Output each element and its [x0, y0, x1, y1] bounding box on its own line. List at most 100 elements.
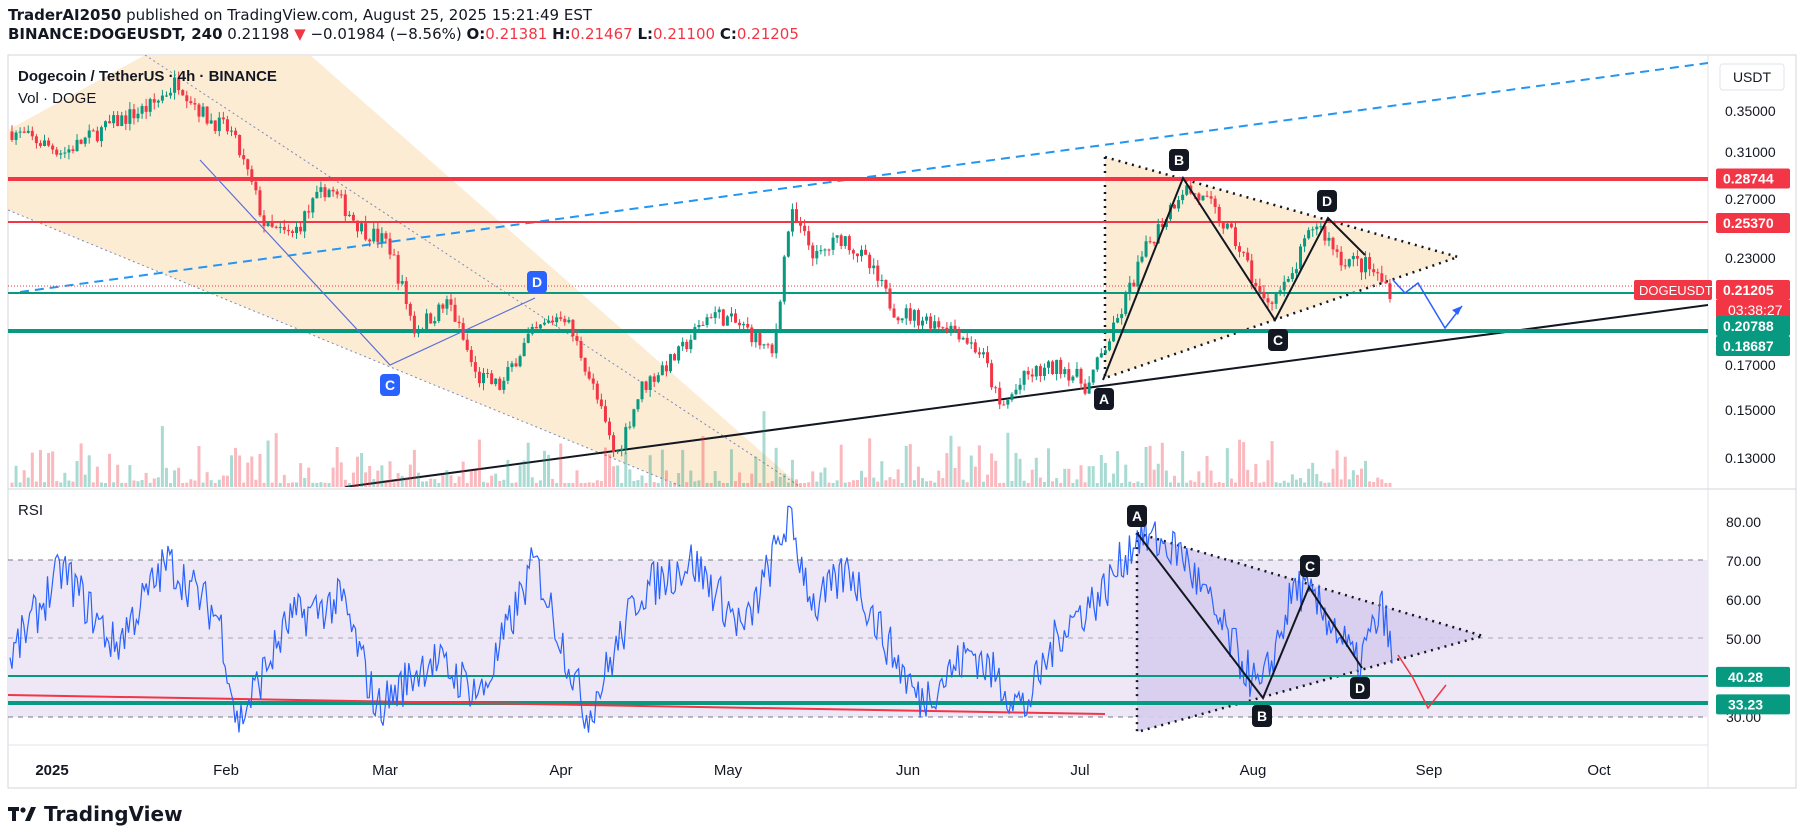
volume-bar [193, 480, 197, 487]
candle-body [95, 130, 99, 142]
volume-bar [729, 449, 733, 487]
volume-bar [128, 465, 132, 487]
volume-bar [449, 475, 453, 487]
candle-body [295, 226, 299, 233]
candle-body [514, 363, 518, 367]
candle-body [351, 214, 355, 221]
candle-body [774, 329, 778, 354]
volume-bar [1278, 482, 1282, 487]
candle-body [1160, 224, 1164, 227]
volume-bar [595, 480, 599, 487]
volume-bar [351, 472, 355, 487]
tradingview-footer[interactable]: TradingView [8, 802, 183, 826]
volume-bar [888, 477, 892, 487]
volume-bar [1095, 482, 1099, 487]
volume-bar [71, 481, 75, 487]
volume-bar [242, 482, 246, 487]
candle-body [624, 427, 628, 449]
candle-body [286, 229, 290, 232]
volume-bar [87, 455, 91, 487]
candle-body [547, 320, 551, 323]
candle-body [1120, 314, 1124, 319]
publisher-name[interactable]: TraderAI2050 [8, 6, 122, 24]
candle-body [1173, 204, 1177, 209]
candle-body [1107, 341, 1111, 351]
candle-body [1299, 246, 1303, 270]
volume-bar [1103, 462, 1107, 487]
volume-bar [587, 482, 591, 487]
candle-body [843, 236, 847, 246]
price-pane[interactable] [8, 55, 1715, 490]
time-scale[interactable]: 2025 Feb Mar Apr May Jun Jul Aug Sep Oct [35, 762, 1611, 779]
volume-bar [1319, 481, 1323, 487]
volume-bar [713, 471, 717, 487]
candle-body [506, 367, 510, 381]
volume-bar [583, 482, 587, 487]
candle-body [59, 153, 63, 155]
quote-currency[interactable]: USDT [1733, 69, 1772, 85]
candle-body [234, 130, 238, 135]
candle-countdown: 03:38:27 [1728, 302, 1783, 318]
close-value: 0.21205 [736, 25, 799, 43]
rsi-legend: RSI [18, 502, 43, 519]
candle-body [1384, 281, 1388, 284]
candle-body [181, 90, 185, 96]
candle-body [713, 312, 717, 318]
time-tick: May [714, 762, 743, 779]
rsi-pane[interactable] [8, 505, 1708, 734]
price-scale[interactable]: USDT 0.35000 0.31000 0.27000 0.23000 0.17000 0… [1634, 63, 1790, 725]
price-marker-bg [1716, 280, 1790, 301]
candle-body [880, 280, 884, 282]
candle-body [356, 220, 359, 232]
candle-body [603, 406, 607, 422]
volume-bar [1294, 479, 1298, 487]
volume-bar [1059, 483, 1063, 487]
volume-bar [1193, 481, 1197, 487]
candle-body [148, 99, 152, 112]
candle-body [132, 109, 136, 119]
candle-body [22, 131, 26, 133]
down-arrow-icon: ▼ [294, 25, 306, 43]
candle-body [1010, 394, 1014, 400]
candle-body [803, 225, 807, 232]
volume-bar [664, 470, 668, 487]
candle-body [591, 378, 595, 384]
candle-body [465, 339, 469, 350]
candle-body [71, 149, 75, 152]
candle-body [847, 236, 851, 251]
volume-bar [1128, 481, 1132, 487]
candle-body [583, 357, 587, 372]
volume-bar [1368, 481, 1372, 487]
candle-body [502, 380, 506, 390]
volume-bar [1246, 469, 1250, 487]
candle-body [961, 337, 965, 340]
candle-body [441, 304, 445, 309]
candle-body [1083, 383, 1087, 394]
currency-button[interactable] [1719, 63, 1785, 91]
volume-bar [429, 478, 433, 487]
candle-body [1177, 200, 1181, 209]
volume-bar [1323, 482, 1327, 487]
volume-bar [1140, 482, 1144, 487]
time-tick: Oct [1587, 762, 1611, 779]
volume-bar [477, 439, 481, 487]
volume-bar [254, 479, 258, 487]
candle-body [644, 381, 648, 390]
volume-bar [356, 456, 359, 487]
volume-bar [1343, 456, 1347, 487]
candle-body [128, 109, 132, 124]
volume-bar [758, 482, 762, 487]
volume-bar [721, 482, 725, 487]
candle-body [213, 120, 217, 132]
volume-bar [1030, 469, 1034, 487]
chart-title: Dogecoin / TetherUS · 4h · BINANCE [18, 68, 277, 85]
candle-body [278, 226, 282, 228]
volume-bar [412, 449, 416, 487]
candle-body [449, 299, 453, 305]
volume-bar [1168, 482, 1172, 487]
candle-body [116, 115, 120, 127]
volume-bar [498, 480, 502, 487]
candle-body [217, 117, 221, 132]
volume-bar [1282, 480, 1286, 487]
